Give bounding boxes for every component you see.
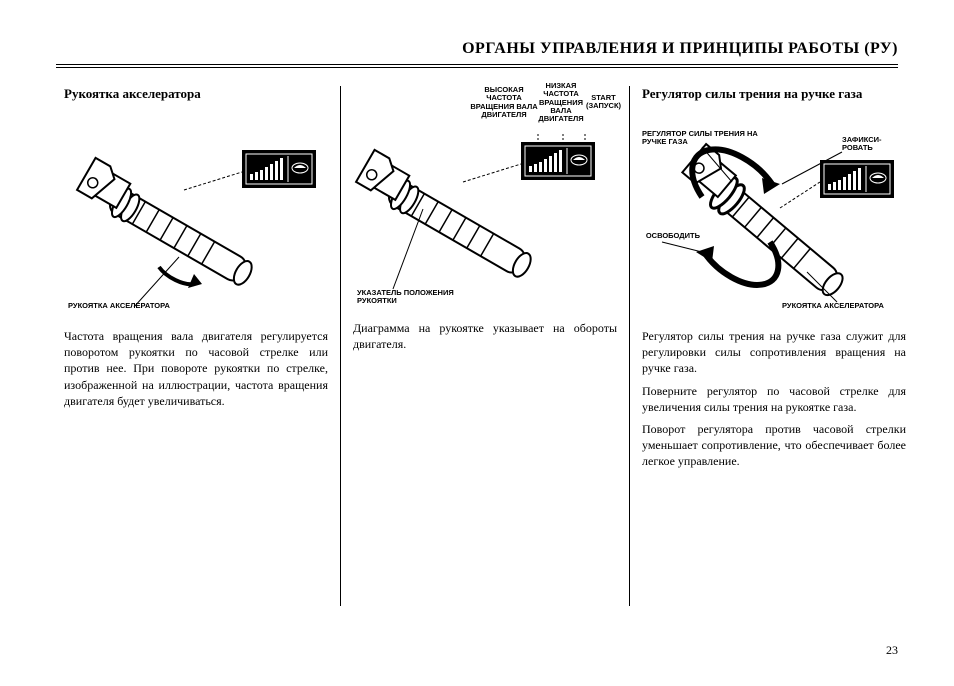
fig2-label-low: НИЗКАЯ ЧАСТОТА ВРАЩЕНИЯ ВАЛА ДВИГАТЕЛЯ bbox=[537, 82, 585, 123]
divider-2 bbox=[629, 86, 630, 606]
figure-1-svg bbox=[64, 112, 324, 312]
col3-body1: Регулятор силы трения на ручке газа служ… bbox=[642, 328, 906, 377]
fig3-label-release: ОСВОБОДИТЬ bbox=[638, 232, 700, 240]
fig3-label-reg: РЕГУЛЯТОР СИЛЫ ТРЕНИЯ НА РУЧКЕ ГАЗА bbox=[642, 130, 772, 147]
col1-heading: Рукоятка акселератора bbox=[64, 86, 328, 102]
column-container: Рукоятка акселератора bbox=[56, 86, 898, 606]
figure-1: РУКОЯТКА АКСЕЛЕРАТОРА bbox=[64, 112, 324, 312]
rule-sub bbox=[56, 67, 898, 68]
fig2-label-high: ВЫСОКАЯ ЧАСТОТА ВРАЩЕНИЯ ВАЛА ДВИГАТЕЛЯ bbox=[469, 86, 539, 119]
col3-body3: Поворот регулятора против часовой стрелк… bbox=[642, 421, 906, 470]
column-3: Регулятор силы трения на ручке газа bbox=[634, 86, 914, 606]
fig3-label-lock: ЗАФИКСИ-РОВАТЬ bbox=[842, 136, 897, 153]
column-1: Рукоятка акселератора bbox=[56, 86, 336, 606]
figure-2-svg bbox=[353, 104, 613, 304]
figure-3: РЕГУЛЯТОР СИЛЫ ТРЕНИЯ НА РУЧКЕ ГАЗА ЗАФИ… bbox=[642, 112, 902, 312]
col1-body: Частота вращения вала двигателя регулиру… bbox=[64, 328, 328, 409]
col3-body2: Поверните регулятор по часовой стрелке д… bbox=[642, 383, 906, 415]
fig3-label-handle: РУКОЯТКА АКСЕЛЕРАТОРА bbox=[782, 302, 884, 310]
column-2: ВЫСОКАЯ ЧАСТОТА ВРАЩЕНИЯ ВАЛА ДВИГАТЕЛЯ … bbox=[345, 86, 625, 606]
col2-body: Диаграмма на рукоятке указывает на оборо… bbox=[353, 320, 617, 352]
page-title: ОРГАНЫ УПРАВЛЕНИЯ И ПРИНЦИПЫ РАБОТЫ (РУ) bbox=[56, 40, 898, 58]
fig2-label-start: START (ЗАПУСК) bbox=[581, 94, 626, 111]
page-number: 23 bbox=[886, 643, 898, 658]
col3-heading: Регулятор силы трения на ручке газа bbox=[642, 86, 906, 102]
rule-top bbox=[56, 64, 898, 65]
fig1-label-main: РУКОЯТКА АКСЕЛЕРАТОРА bbox=[68, 302, 170, 310]
fig2-label-pointer: УКАЗАТЕЛЬ ПОЛОЖЕНИЯ РУКОЯТКИ bbox=[357, 289, 487, 306]
divider-1 bbox=[340, 86, 341, 606]
figure-2: ВЫСОКАЯ ЧАСТОТА ВРАЩЕНИЯ ВАЛА ДВИГАТЕЛЯ … bbox=[353, 104, 613, 304]
